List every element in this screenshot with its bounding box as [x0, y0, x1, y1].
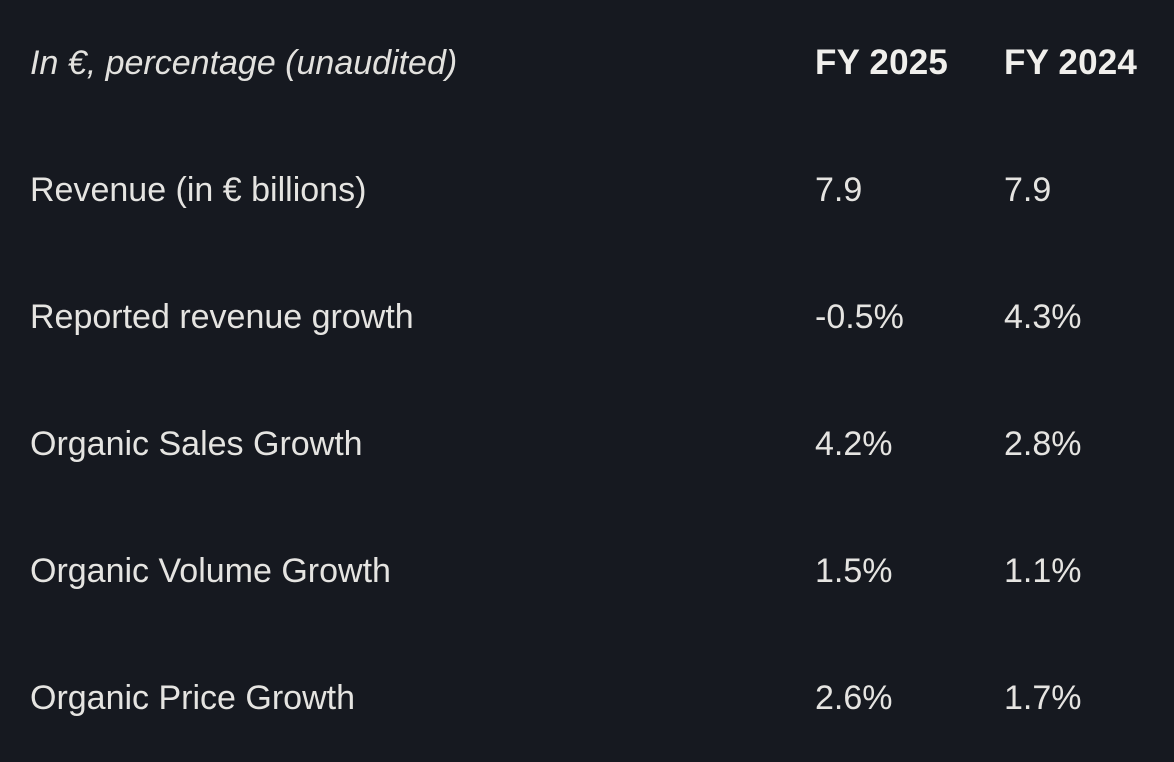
- row-label: Reported revenue growth: [30, 297, 414, 336]
- row-value-fy2024: 1.7%: [1004, 678, 1082, 717]
- table-row-organic-price-growth: Organic Price Growth 2.6% 1.7%: [0, 635, 1174, 762]
- row-value-fy2025: -0.5%: [815, 297, 904, 336]
- table-row-organic-volume-growth: Organic Volume Growth 1.5% 1.1%: [0, 508, 1174, 635]
- row-value-fy2024: 1.1%: [1004, 551, 1082, 590]
- row-label: Organic Sales Growth: [30, 424, 363, 463]
- column-header-fy2024: FY 2024: [1004, 43, 1138, 83]
- table-row-reported-revenue-growth: Reported revenue growth -0.5% 4.3%: [0, 254, 1174, 381]
- table-row-organic-sales-growth: Organic Sales Growth 4.2% 2.8%: [0, 381, 1174, 508]
- row-label: Organic Price Growth: [30, 678, 355, 717]
- unit-note: In €, percentage (unaudited): [30, 43, 458, 82]
- row-value-fy2025: 2.6%: [815, 678, 893, 717]
- row-value-fy2025: 7.9: [815, 170, 863, 209]
- row-value-fy2024: 2.8%: [1004, 424, 1082, 463]
- row-label: Organic Volume Growth: [30, 551, 391, 590]
- row-value-fy2024: 7.9: [1004, 170, 1052, 209]
- column-header-fy2025: FY 2025: [815, 43, 949, 83]
- row-label: Revenue (in € billions): [30, 170, 367, 209]
- row-value-fy2025: 4.2%: [815, 424, 893, 463]
- table-row-revenue: Revenue (in € billions) 7.9 7.9: [0, 127, 1174, 254]
- row-value-fy2024: 4.3%: [1004, 297, 1082, 336]
- table-header-row: In €, percentage (unaudited) FY 2025 FY …: [0, 0, 1174, 127]
- row-value-fy2025: 1.5%: [815, 551, 893, 590]
